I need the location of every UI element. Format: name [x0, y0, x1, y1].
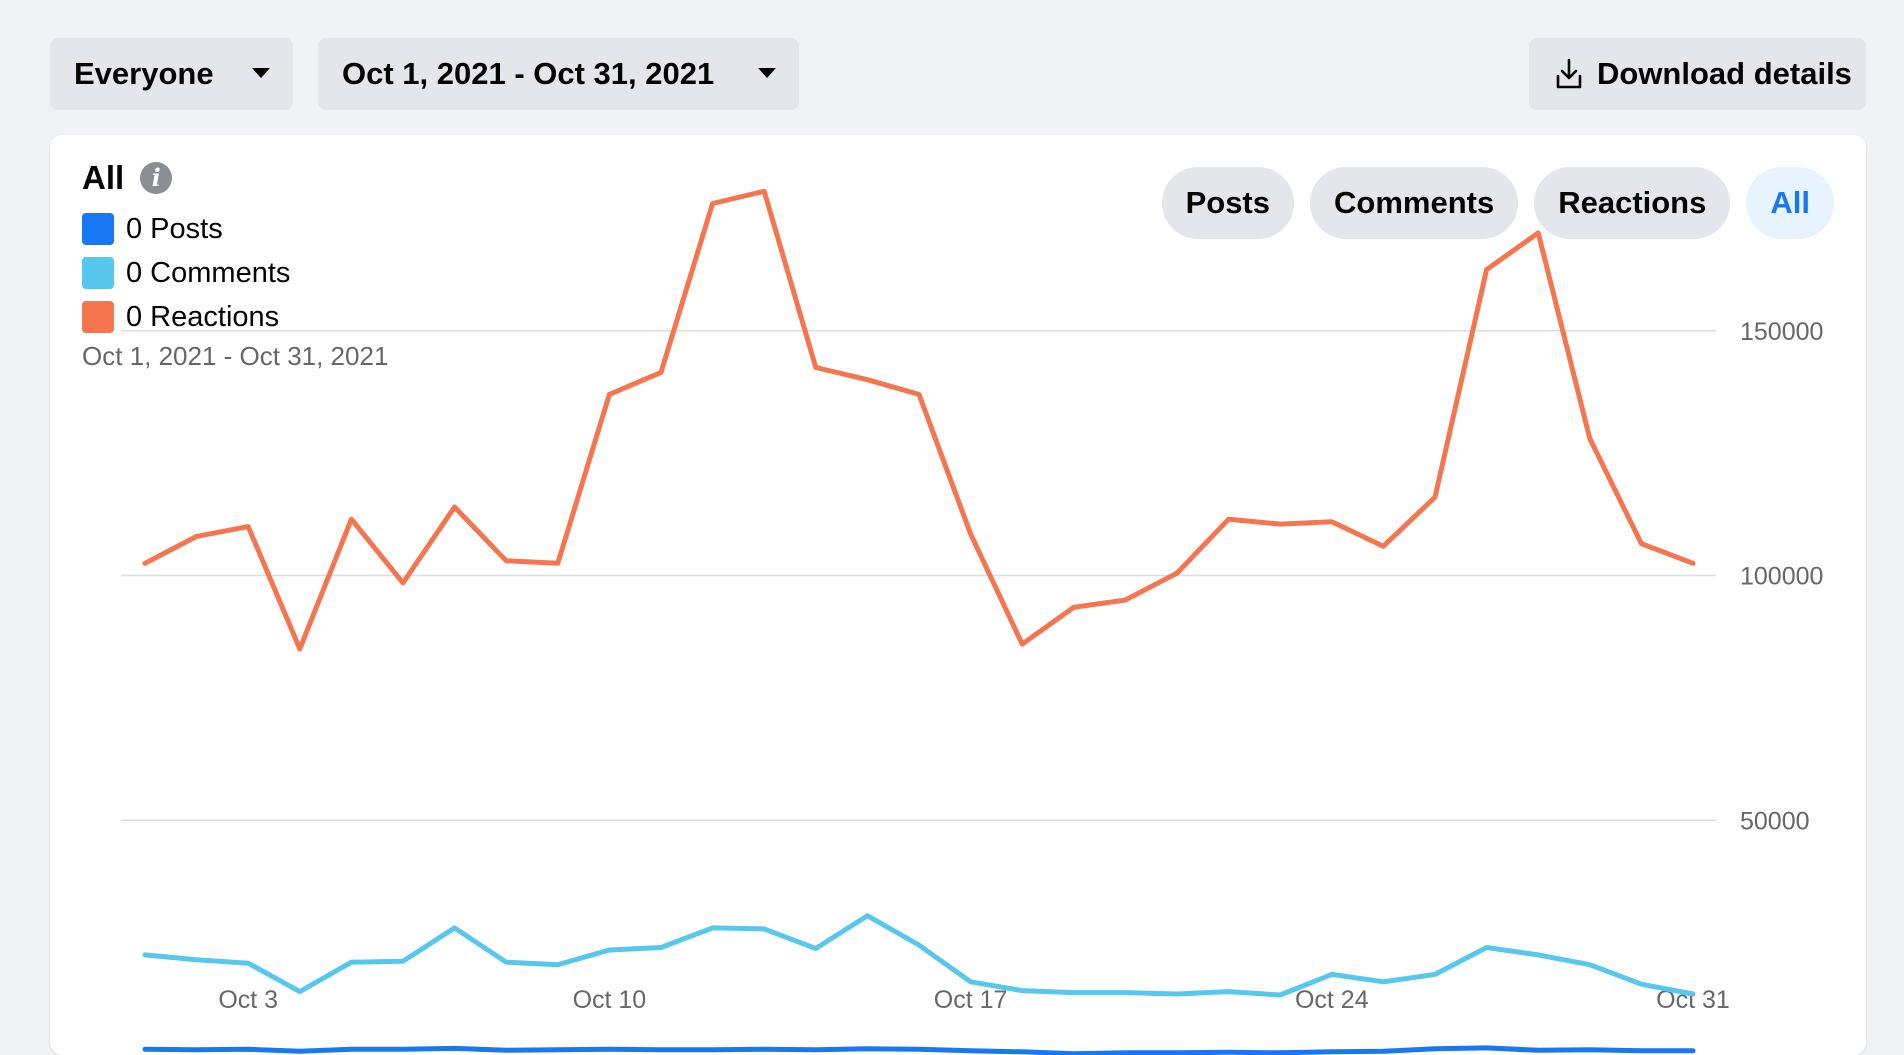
metric-filter-tabs: Posts Comments Reactions All [1161, 167, 1834, 239]
card-title: All i [82, 159, 173, 197]
x-tick-label: Oct 17 [934, 986, 1008, 1014]
legend-swatch-reactions [82, 301, 114, 333]
audience-dropdown[interactable]: Everyone [50, 38, 293, 110]
tab-comments[interactable]: Comments [1310, 167, 1519, 239]
x-tick-label: Oct 24 [1295, 986, 1369, 1014]
download-icon [1556, 58, 1582, 89]
legend-label-reactions: 0 Reactions [126, 300, 280, 333]
y-tick-label: 50000 [1740, 807, 1810, 835]
legend-item-reactions: 0 Reactions [82, 295, 290, 339]
audience-dropdown-label: Everyone [74, 56, 214, 91]
legend-swatch-comments [82, 257, 114, 289]
legend-label-posts: 0 Posts [126, 212, 223, 245]
legend-swatch-posts [82, 213, 114, 245]
info-icon[interactable]: i [140, 162, 173, 194]
line-chart: 50000 100000 150000 Oct 3 Oct 10 Oct 17 Oct 24… [121, 188, 1823, 1055]
series-line-posts [142, 1045, 1696, 1055]
y-tick-label: 150000 [1740, 318, 1823, 346]
legend: 0 Posts 0 Comments 0 Reactions [82, 207, 290, 339]
x-tick-label: Oct 10 [573, 986, 647, 1014]
card-title-text: All [82, 159, 125, 196]
caret-down-icon [758, 68, 776, 78]
tab-posts[interactable]: Posts [1161, 167, 1294, 239]
download-details-label: Download details [1597, 56, 1852, 91]
toolbar: Everyone Oct 1, 2021 - Oct 31, 2021 Down… [0, 0, 1904, 130]
legend-item-posts: 0 Posts [82, 207, 290, 251]
chart-date-caption: Oct 1, 2021 - Oct 31, 2021 [82, 341, 389, 371]
legend-item-comments: 0 Comments [82, 251, 290, 295]
series-line-reactions [142, 188, 1696, 652]
activity-chart-card: All i 0 Posts 0 Comments 0 Reactions Oct… [50, 135, 1866, 1055]
date-range-dropdown-label: Oct 1, 2021 - Oct 31, 2021 [342, 56, 715, 91]
date-range-dropdown[interactable]: Oct 1, 2021 - Oct 31, 2021 [318, 38, 799, 110]
download-details-button[interactable]: Download details [1529, 38, 1866, 110]
legend-label-comments: 0 Comments [126, 256, 291, 289]
x-tick-label: Oct 3 [218, 986, 278, 1014]
series-line-comments [142, 913, 1696, 998]
caret-down-icon [252, 68, 270, 78]
tab-reactions[interactable]: Reactions [1534, 167, 1731, 239]
y-tick-label: 100000 [1740, 563, 1823, 591]
tab-all[interactable]: All [1746, 167, 1834, 239]
